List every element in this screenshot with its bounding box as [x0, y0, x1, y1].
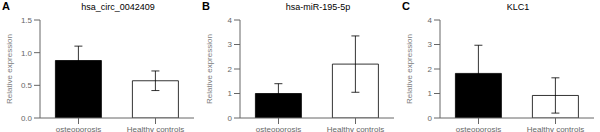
svg-text:0.5: 0.5: [21, 81, 33, 90]
html-text:KLC1: KLC1: [506, 2, 530, 12]
svg-text:1.0: 1.0: [21, 49, 33, 58]
html-text:hsa-miR-195-5p: hsa-miR-195-5p: [285, 2, 351, 12]
svg-text:1: 1: [428, 89, 433, 98]
svg-text:osteoporosis: osteoporosis: [256, 125, 301, 132]
svg-text:0: 0: [428, 114, 433, 123]
svg-text:2: 2: [228, 65, 233, 74]
svg-text:3: 3: [428, 40, 433, 49]
svg-text:Relative expression: Relative expression: [205, 34, 214, 104]
svg-text:0.0: 0.0: [21, 114, 33, 123]
svg-text:Healthy controls: Healthy controls: [327, 125, 384, 132]
html-text:C: C: [402, 0, 410, 12]
svg-text:Healthy controls: Healthy controls: [127, 125, 184, 132]
html-text:hsa_circ_0042409: hsa_circ_0042409: [81, 2, 155, 12]
svg-text:2: 2: [428, 65, 433, 74]
html-text:B: B: [202, 0, 210, 12]
svg-text:Relative expression: Relative expression: [405, 34, 414, 104]
svg-text:4: 4: [228, 16, 233, 25]
svg-text:Relative expression: Relative expression: [8, 34, 14, 104]
svg-text:1: 1: [228, 89, 233, 98]
svg-text:osteoporosis: osteoporosis: [456, 125, 501, 132]
svg-text:3: 3: [228, 40, 233, 49]
svg-text:osteoporosis: osteoporosis: [56, 125, 101, 132]
svg-text:4: 4: [428, 16, 433, 25]
svg-text:1.5: 1.5: [21, 16, 33, 25]
svg-text:0: 0: [228, 114, 233, 123]
svg-text:Healthy controls: Healthy controls: [527, 125, 584, 132]
html-text:A: A: [2, 0, 10, 12]
